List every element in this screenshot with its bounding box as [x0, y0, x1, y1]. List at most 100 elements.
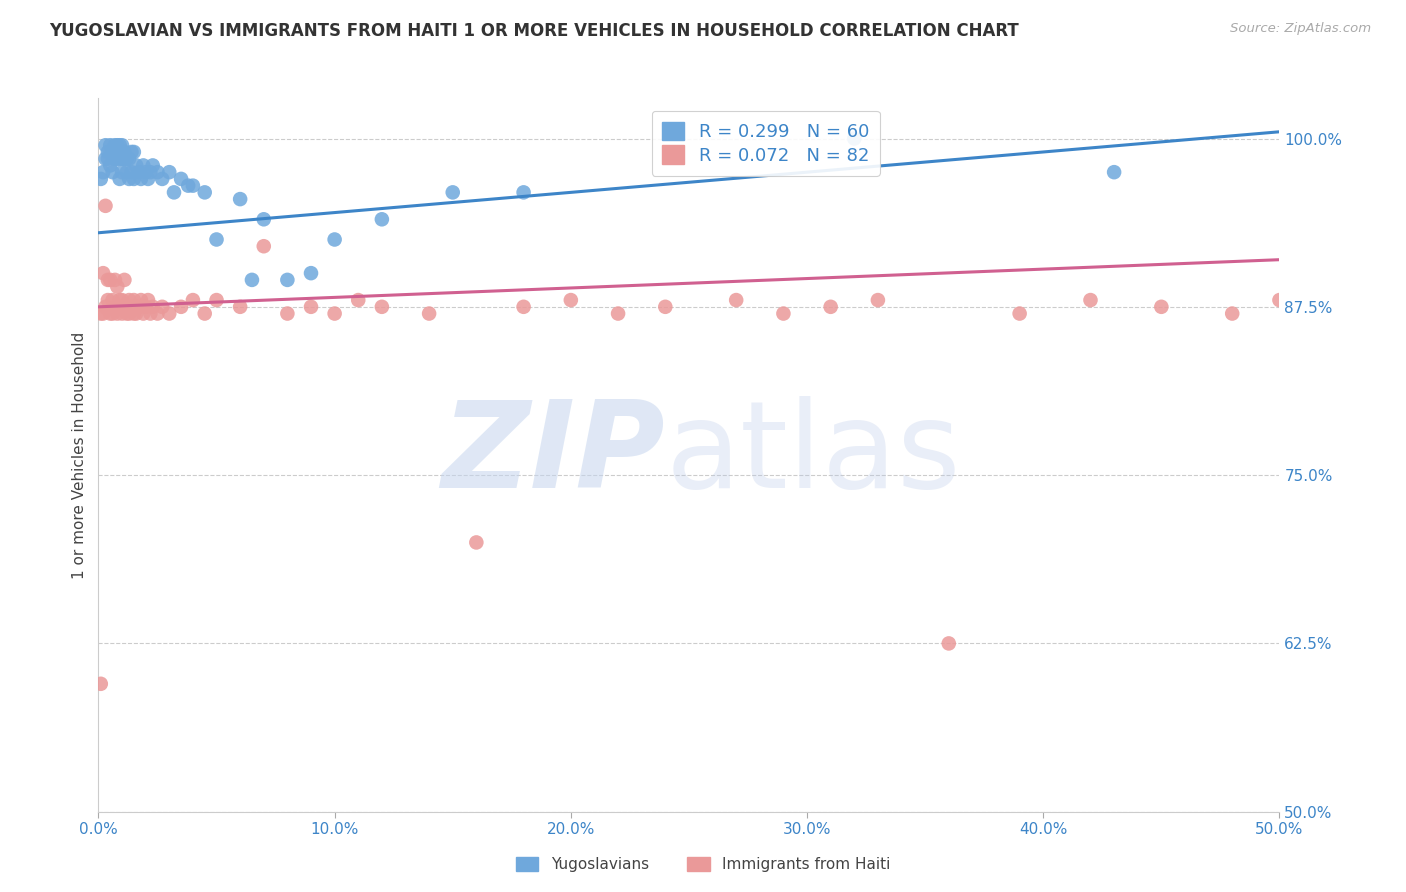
- Point: [118, 307, 141, 321]
- Point: [229, 300, 252, 314]
- Point: [1102, 165, 1125, 179]
- Point: [91, 165, 114, 179]
- Point: [139, 307, 162, 321]
- Point: [111, 307, 134, 321]
- Point: [844, 131, 866, 145]
- Y-axis label: 1 or more Vehicles in Household: 1 or more Vehicles in Household: [72, 331, 87, 579]
- Point: [122, 145, 145, 159]
- Point: [90, 677, 112, 691]
- Point: [229, 192, 252, 206]
- Point: [128, 300, 150, 314]
- Point: [938, 636, 960, 650]
- Point: [866, 293, 889, 307]
- Point: [146, 307, 169, 321]
- Point: [347, 293, 370, 307]
- Point: [177, 178, 200, 193]
- Point: [205, 232, 228, 246]
- Point: [104, 145, 127, 159]
- Point: [157, 165, 180, 179]
- Point: [121, 145, 143, 159]
- Point: [108, 172, 131, 186]
- Point: [181, 178, 204, 193]
- Point: [654, 300, 676, 314]
- Point: [418, 307, 440, 321]
- Point: [122, 293, 145, 307]
- Point: [129, 172, 152, 186]
- Point: [91, 307, 114, 321]
- Point: [299, 300, 322, 314]
- Point: [142, 158, 165, 172]
- Point: [150, 300, 173, 314]
- Point: [725, 293, 748, 307]
- Point: [115, 152, 138, 166]
- Point: [135, 300, 157, 314]
- Point: [94, 138, 117, 153]
- Point: [323, 307, 346, 321]
- Point: [118, 293, 141, 307]
- Point: [98, 138, 121, 153]
- Point: [104, 300, 127, 314]
- Point: [253, 212, 276, 227]
- Point: [118, 152, 141, 166]
- Point: [98, 158, 121, 172]
- Point: [90, 307, 112, 321]
- Point: [1316, 300, 1339, 314]
- Text: YUGOSLAVIAN VS IMMIGRANTS FROM HAITI 1 OR MORE VEHICLES IN HOUSEHOLD CORRELATION: YUGOSLAVIAN VS IMMIGRANTS FROM HAITI 1 O…: [49, 22, 1019, 40]
- Point: [194, 307, 217, 321]
- Point: [112, 273, 135, 287]
- Point: [371, 300, 394, 314]
- Point: [205, 293, 228, 307]
- Point: [90, 172, 112, 186]
- Point: [512, 300, 534, 314]
- Point: [98, 307, 121, 321]
- Point: [129, 293, 152, 307]
- Point: [101, 145, 124, 159]
- Point: [1008, 307, 1031, 321]
- Point: [104, 273, 127, 287]
- Point: [772, 307, 794, 321]
- Point: [1150, 300, 1173, 314]
- Point: [97, 152, 120, 166]
- Point: [276, 273, 298, 287]
- Point: [135, 165, 157, 179]
- Point: [112, 145, 135, 159]
- Point: [194, 186, 217, 200]
- Point: [253, 239, 276, 253]
- Point: [115, 165, 138, 179]
- Point: [94, 199, 117, 213]
- Point: [101, 165, 124, 179]
- Point: [512, 186, 534, 200]
- Point: [163, 186, 186, 200]
- Point: [108, 300, 131, 314]
- Point: [98, 273, 121, 287]
- Point: [108, 152, 131, 166]
- Text: ZIP: ZIP: [441, 396, 665, 514]
- Point: [441, 186, 464, 200]
- Point: [150, 172, 173, 186]
- Point: [820, 300, 842, 314]
- Point: [104, 152, 127, 166]
- Point: [1268, 293, 1291, 307]
- Point: [465, 535, 488, 549]
- Point: [146, 165, 169, 179]
- Point: [115, 307, 138, 321]
- Point: [108, 293, 131, 307]
- Point: [105, 138, 128, 153]
- Text: atlas: atlas: [665, 396, 960, 514]
- Point: [104, 138, 127, 153]
- Point: [122, 307, 145, 321]
- Point: [299, 266, 322, 280]
- Point: [240, 273, 263, 287]
- Point: [94, 300, 117, 314]
- Text: Source: ZipAtlas.com: Source: ZipAtlas.com: [1230, 22, 1371, 36]
- Point: [125, 307, 148, 321]
- Point: [142, 300, 165, 314]
- Point: [323, 232, 346, 246]
- Legend: R = 0.299   N = 60, R = 0.072   N = 82: R = 0.299 N = 60, R = 0.072 N = 82: [651, 111, 880, 176]
- Point: [111, 293, 134, 307]
- Point: [136, 172, 159, 186]
- Point: [170, 300, 193, 314]
- Point: [125, 300, 148, 314]
- Point: [108, 138, 131, 153]
- Point: [181, 293, 204, 307]
